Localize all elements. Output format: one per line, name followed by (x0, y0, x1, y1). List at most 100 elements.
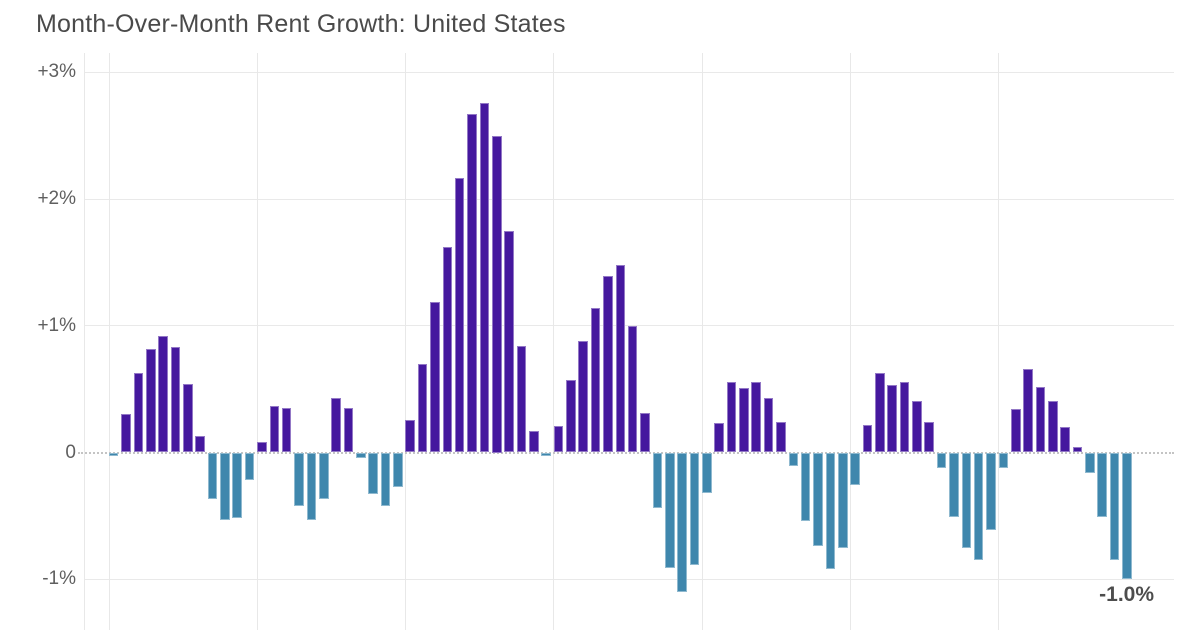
rent-growth-bar-positive (875, 372, 885, 453)
rent-growth-bar-positive (479, 102, 490, 453)
rent-growth-bar-positive (1035, 386, 1046, 453)
rent-growth-bar-positive (566, 380, 576, 453)
rent-growth-bar-negative (664, 452, 675, 568)
rent-growth-bar-positive (281, 408, 292, 453)
rent-growth-bar-negative (356, 452, 366, 458)
rent-growth-bar-positive (751, 381, 762, 453)
rent-growth-bar-positive (405, 419, 416, 453)
rent-growth-bar-negative (652, 452, 663, 509)
rent-growth-bar-positive (467, 114, 477, 453)
y-gridline (84, 198, 1174, 200)
rent-growth-bar-positive (578, 341, 589, 453)
y-axis-tick-label: +1% (37, 314, 76, 336)
rent-growth-bar-positive (158, 335, 168, 453)
rent-growth-bar-positive (899, 381, 910, 453)
rent-growth-bar-positive (491, 135, 502, 453)
rent-growth-bar-positive (183, 384, 193, 453)
rent-growth-bar-positive (331, 398, 341, 453)
rent-growth-bar-positive (454, 177, 465, 453)
year-gridline (849, 53, 851, 630)
rent-growth-bar-negative (986, 452, 996, 530)
rent-growth-bar-positive (1010, 409, 1021, 453)
rent-growth-bar-negative (318, 452, 329, 500)
year-gridline (108, 53, 110, 630)
rent-growth-bar-negative (702, 452, 712, 494)
rent-growth-bar-positive (924, 422, 935, 453)
rent-growth-bar-negative (813, 452, 823, 547)
rent-growth-bar-positive (1060, 427, 1070, 453)
rent-growth-bar-negative (244, 452, 255, 481)
rent-growth-bar-negative (936, 452, 947, 468)
rent-growth-bar-negative (108, 452, 119, 457)
rent-growth-bar-negative (294, 452, 304, 506)
year-gridline (998, 53, 1000, 630)
rent-growth-bar-positive (553, 425, 564, 453)
y-axis-tick-label: +2% (37, 188, 76, 210)
y-gridline (84, 71, 1174, 73)
y-gridline (84, 578, 1174, 580)
rent-growth-bar-negative (961, 452, 972, 548)
rent-growth-bar-negative (368, 452, 378, 495)
rent-growth-bar-positive (1048, 400, 1058, 453)
rent-growth-bar-positive (257, 442, 267, 453)
rent-growth-bar-positive (739, 387, 749, 453)
rent-growth-bar-positive (430, 301, 440, 453)
rent-growth-bar-negative (825, 452, 836, 570)
rent-growth-bar-positive (726, 381, 737, 453)
rent-growth-bar-positive (776, 422, 786, 453)
rent-growth-bar-positive (529, 430, 539, 453)
rent-growth-bar-positive (862, 424, 873, 453)
y-axis-tick-label: 0 (65, 441, 76, 463)
last-value-annotation: -1.0% (1099, 583, 1154, 606)
rent-growth-bar-negative (1109, 452, 1120, 561)
rent-growth-bar-positive (504, 230, 514, 453)
rent-growth-bar-positive (442, 247, 453, 453)
rent-growth-bar-negative (800, 452, 811, 521)
rent-growth-bar-positive (714, 423, 724, 453)
rent-growth-bar-positive (145, 348, 156, 453)
rent-growth-bar-negative (306, 452, 317, 520)
rent-growth-bar-positive (170, 347, 181, 453)
rent-growth-bar-negative (220, 452, 230, 520)
year-gridline (405, 53, 407, 630)
chart-title: Month-Over-Month Rent Growth: United Sta… (36, 10, 566, 38)
year-gridline (701, 53, 703, 630)
rent-growth-bar-negative (1097, 452, 1108, 518)
rent-growth-bar-negative (1085, 452, 1095, 473)
rent-growth-bar-positive (763, 398, 774, 453)
rent-growth-bar-negative (677, 452, 687, 592)
rent-growth-bar-positive (603, 276, 613, 453)
rent-growth-bar-negative (393, 452, 403, 487)
rent-growth-bar-positive (195, 436, 205, 453)
rent-growth-bar-negative (232, 452, 243, 519)
year-gridline (553, 53, 555, 630)
rent-growth-bar-negative (837, 452, 848, 548)
rent-growth-bar-positive (615, 264, 626, 453)
rent-growth-bar-positive (121, 414, 131, 453)
rent-growth-bar-positive (590, 308, 601, 453)
year-gridline (256, 53, 258, 630)
y-axis-tick-label: +3% (37, 61, 76, 83)
rent-growth-bar-positive (627, 325, 638, 453)
rent-growth-bar-negative (380, 452, 391, 506)
rent-growth-bar-negative (541, 452, 551, 457)
rent-growth-bar-positive (417, 363, 428, 453)
rent-growth-bar-negative (207, 452, 218, 500)
rent-growth-bar-negative (973, 452, 984, 561)
rent-growth-bar-negative (998, 452, 1009, 468)
rent-growth-bar-positive (912, 400, 922, 453)
year-gridline (84, 53, 85, 630)
rent-growth-bar-positive (887, 385, 897, 453)
rent-growth-bar-negative (949, 452, 959, 518)
rent-growth-bar-positive (516, 346, 527, 453)
rent-growth-bar-negative (689, 452, 700, 566)
rent-growth-bar-positive (343, 408, 354, 453)
rent-growth-bar-negative (1122, 452, 1132, 580)
rent-growth-bar-positive (133, 372, 144, 453)
rent-growth-bar-negative (788, 452, 799, 467)
rent-growth-bar-positive (640, 413, 650, 453)
rent-growth-bar-negative (850, 452, 860, 486)
rent-growth-bar-positive (1023, 368, 1033, 453)
y-axis-tick-label: -1% (42, 568, 76, 590)
